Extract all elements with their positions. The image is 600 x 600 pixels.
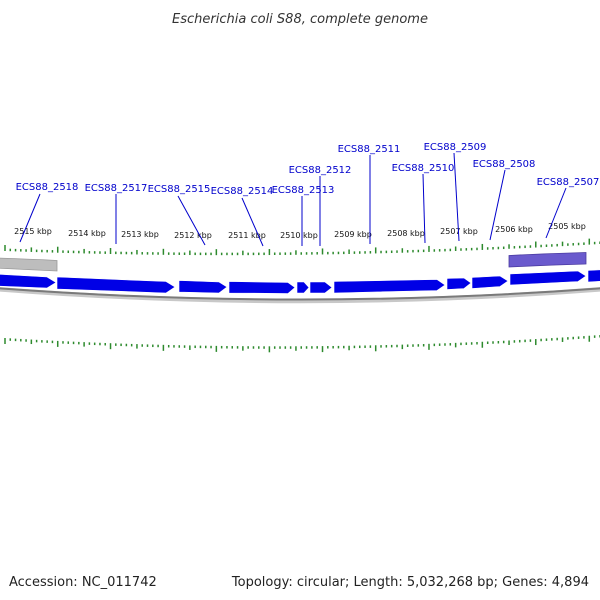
kbp-label: 2515 kbp (14, 227, 52, 236)
gene-arrow[interactable] (228, 281, 296, 294)
kbp-label: 2512 kbp (174, 231, 212, 240)
gene-arrow[interactable] (333, 279, 446, 294)
tick-ring-lower (4, 335, 600, 353)
kbp-label: 2513 kbp (121, 230, 159, 239)
outer-feature-left (0, 257, 58, 272)
leader-line (453, 152, 460, 242)
gene-arrow[interactable] (296, 281, 310, 294)
gene-labels: ECS88_2518 ECS88_2517 ECS88_2515 ECS88_2… (16, 142, 600, 197)
leader-line (241, 197, 264, 247)
leader-line (19, 193, 41, 243)
tick-ring-upper (4, 238, 600, 256)
gene-arrow[interactable] (56, 276, 176, 294)
gene-arrow[interactable] (471, 275, 509, 289)
gene-label[interactable]: ECS88_2509 (424, 142, 487, 153)
map-title: Escherichia coli S88, complete genome (172, 12, 428, 27)
gene-arrow[interactable] (587, 269, 600, 283)
genome-summary-text: Topology: circular; Length: 5,032,268 bp… (231, 575, 589, 590)
gene-label[interactable]: ECS88_2508 (473, 159, 536, 170)
gene-arrow[interactable] (178, 280, 228, 294)
kbp-label: 2514 kbp (68, 229, 106, 238)
gene-label[interactable]: ECS88_2518 (16, 182, 79, 193)
leader-line (422, 173, 426, 244)
gene-label[interactable]: ECS88_2510 (392, 163, 455, 174)
leader-line (177, 195, 206, 246)
kbp-label: 2511 kbp (228, 231, 266, 240)
gene-label[interactable]: ECS88_2507 (537, 177, 600, 188)
gene-label[interactable]: ECS88_2512 (289, 165, 352, 176)
backbone-shadow (0, 287, 600, 304)
kbp-label: 2509 kbp (334, 230, 372, 239)
gene-arrow[interactable] (309, 281, 333, 294)
gene-leaders (19, 152, 567, 247)
kbp-label: 2510 kbp (280, 231, 318, 240)
gene-label[interactable]: ECS88_2515 (148, 184, 211, 195)
leader-line (489, 169, 506, 241)
kbp-scale: 2515 kbp 2514 kbp 2513 kbp 2512 kbp 2511… (14, 222, 586, 240)
accession-text: Accession: NC_011742 (9, 575, 157, 590)
kbp-label: 2506 kbp (495, 225, 533, 234)
kbp-label: 2505 kbp (548, 222, 586, 231)
backbone-line (0, 287, 600, 301)
gene-label[interactable]: ECS88_2511 (338, 144, 401, 155)
gene-label[interactable]: ECS88_2513 (272, 185, 335, 196)
kbp-label: 2507 kbp (440, 227, 478, 236)
gene-arrow[interactable] (509, 270, 587, 286)
kbp-label: 2508 kbp (387, 229, 425, 238)
outer-feature-highlight (508, 252, 587, 268)
gene-arrow[interactable] (446, 277, 472, 290)
gene-track (0, 269, 600, 294)
gene-label[interactable]: ECS88_2517 (85, 183, 148, 194)
gene-arrow[interactable] (0, 273, 57, 289)
leader-line (545, 187, 567, 239)
gene-label[interactable]: ECS88_2514 (211, 186, 274, 197)
